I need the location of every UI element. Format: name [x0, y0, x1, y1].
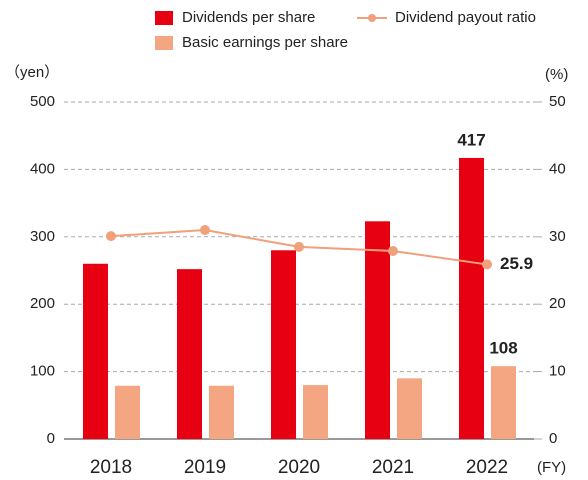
legend-label: Dividend payout ratio	[395, 9, 536, 26]
x-tick-label: 2022	[466, 457, 508, 478]
y-tick-label: 400	[30, 160, 55, 177]
line-point	[200, 225, 210, 236]
bar	[209, 385, 234, 439]
bar	[115, 385, 140, 439]
x-tick-label: 2020	[278, 457, 320, 478]
y-tick-label: 0	[47, 430, 55, 447]
y-tick-label: 200	[30, 295, 55, 312]
bar	[491, 366, 516, 439]
legend-swatch	[155, 36, 173, 50]
x-tick-label: 2018	[90, 457, 132, 478]
y-tick-label: 500	[30, 93, 55, 110]
y2-tick-label: 10	[549, 363, 566, 380]
line-point	[388, 245, 398, 256]
line-point	[482, 259, 492, 270]
line-point	[106, 231, 116, 242]
y2-tick-label: 20	[549, 295, 566, 312]
bar	[271, 250, 296, 439]
legend-label: Basic earnings per share	[182, 34, 348, 51]
y-tick-label: 300	[30, 228, 55, 245]
y2-tick-label: 30	[549, 228, 566, 245]
bar	[459, 157, 484, 439]
line-point	[294, 241, 304, 252]
legend-swatch	[368, 14, 376, 22]
legend-swatch	[155, 11, 173, 25]
x-axis-label: (FY)	[537, 459, 566, 476]
y-axis-label: （yen）	[5, 64, 59, 81]
y2-axis-label: (%)	[545, 66, 568, 83]
bar	[365, 221, 390, 439]
data-label: 108	[489, 339, 517, 358]
y-tick-label: 100	[30, 363, 55, 380]
bar	[303, 385, 328, 439]
data-label: 417	[457, 130, 485, 149]
bar	[397, 378, 422, 439]
y2-tick-label: 50	[549, 93, 566, 110]
y2-tick-label: 40	[549, 160, 566, 177]
x-tick-label: 2021	[372, 457, 414, 478]
legend-label: Dividends per share	[182, 9, 315, 26]
x-tick-label: 2019	[184, 457, 226, 478]
y2-tick-label: 0	[549, 430, 557, 447]
bar	[177, 269, 202, 439]
bar	[83, 263, 108, 439]
data-label: 25.9	[500, 254, 533, 273]
